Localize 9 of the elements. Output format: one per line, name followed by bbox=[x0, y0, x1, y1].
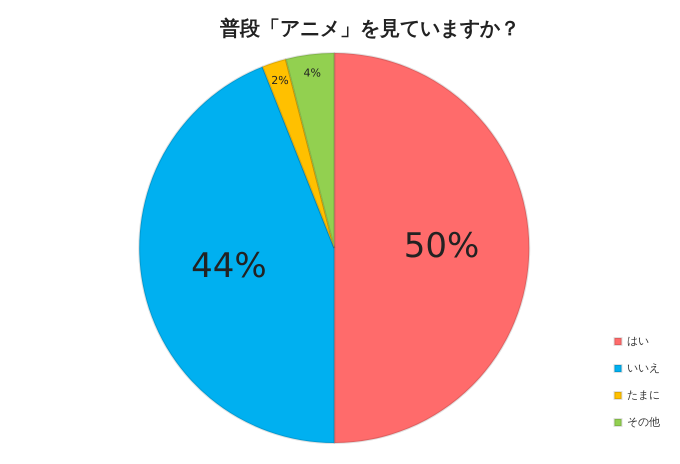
legend-label: いいえ bbox=[627, 361, 660, 374]
legend-label: その他 bbox=[627, 415, 660, 428]
chart-title: 普段「アニメ」を見ていますか？ bbox=[219, 16, 520, 40]
data-label: 44% bbox=[191, 246, 267, 286]
legend-label: はい bbox=[627, 334, 649, 348]
data-label: 2% bbox=[271, 74, 289, 87]
data-label: 4% bbox=[304, 66, 321, 80]
legend-label: たまに bbox=[627, 388, 660, 402]
data-label: 50% bbox=[404, 226, 480, 266]
